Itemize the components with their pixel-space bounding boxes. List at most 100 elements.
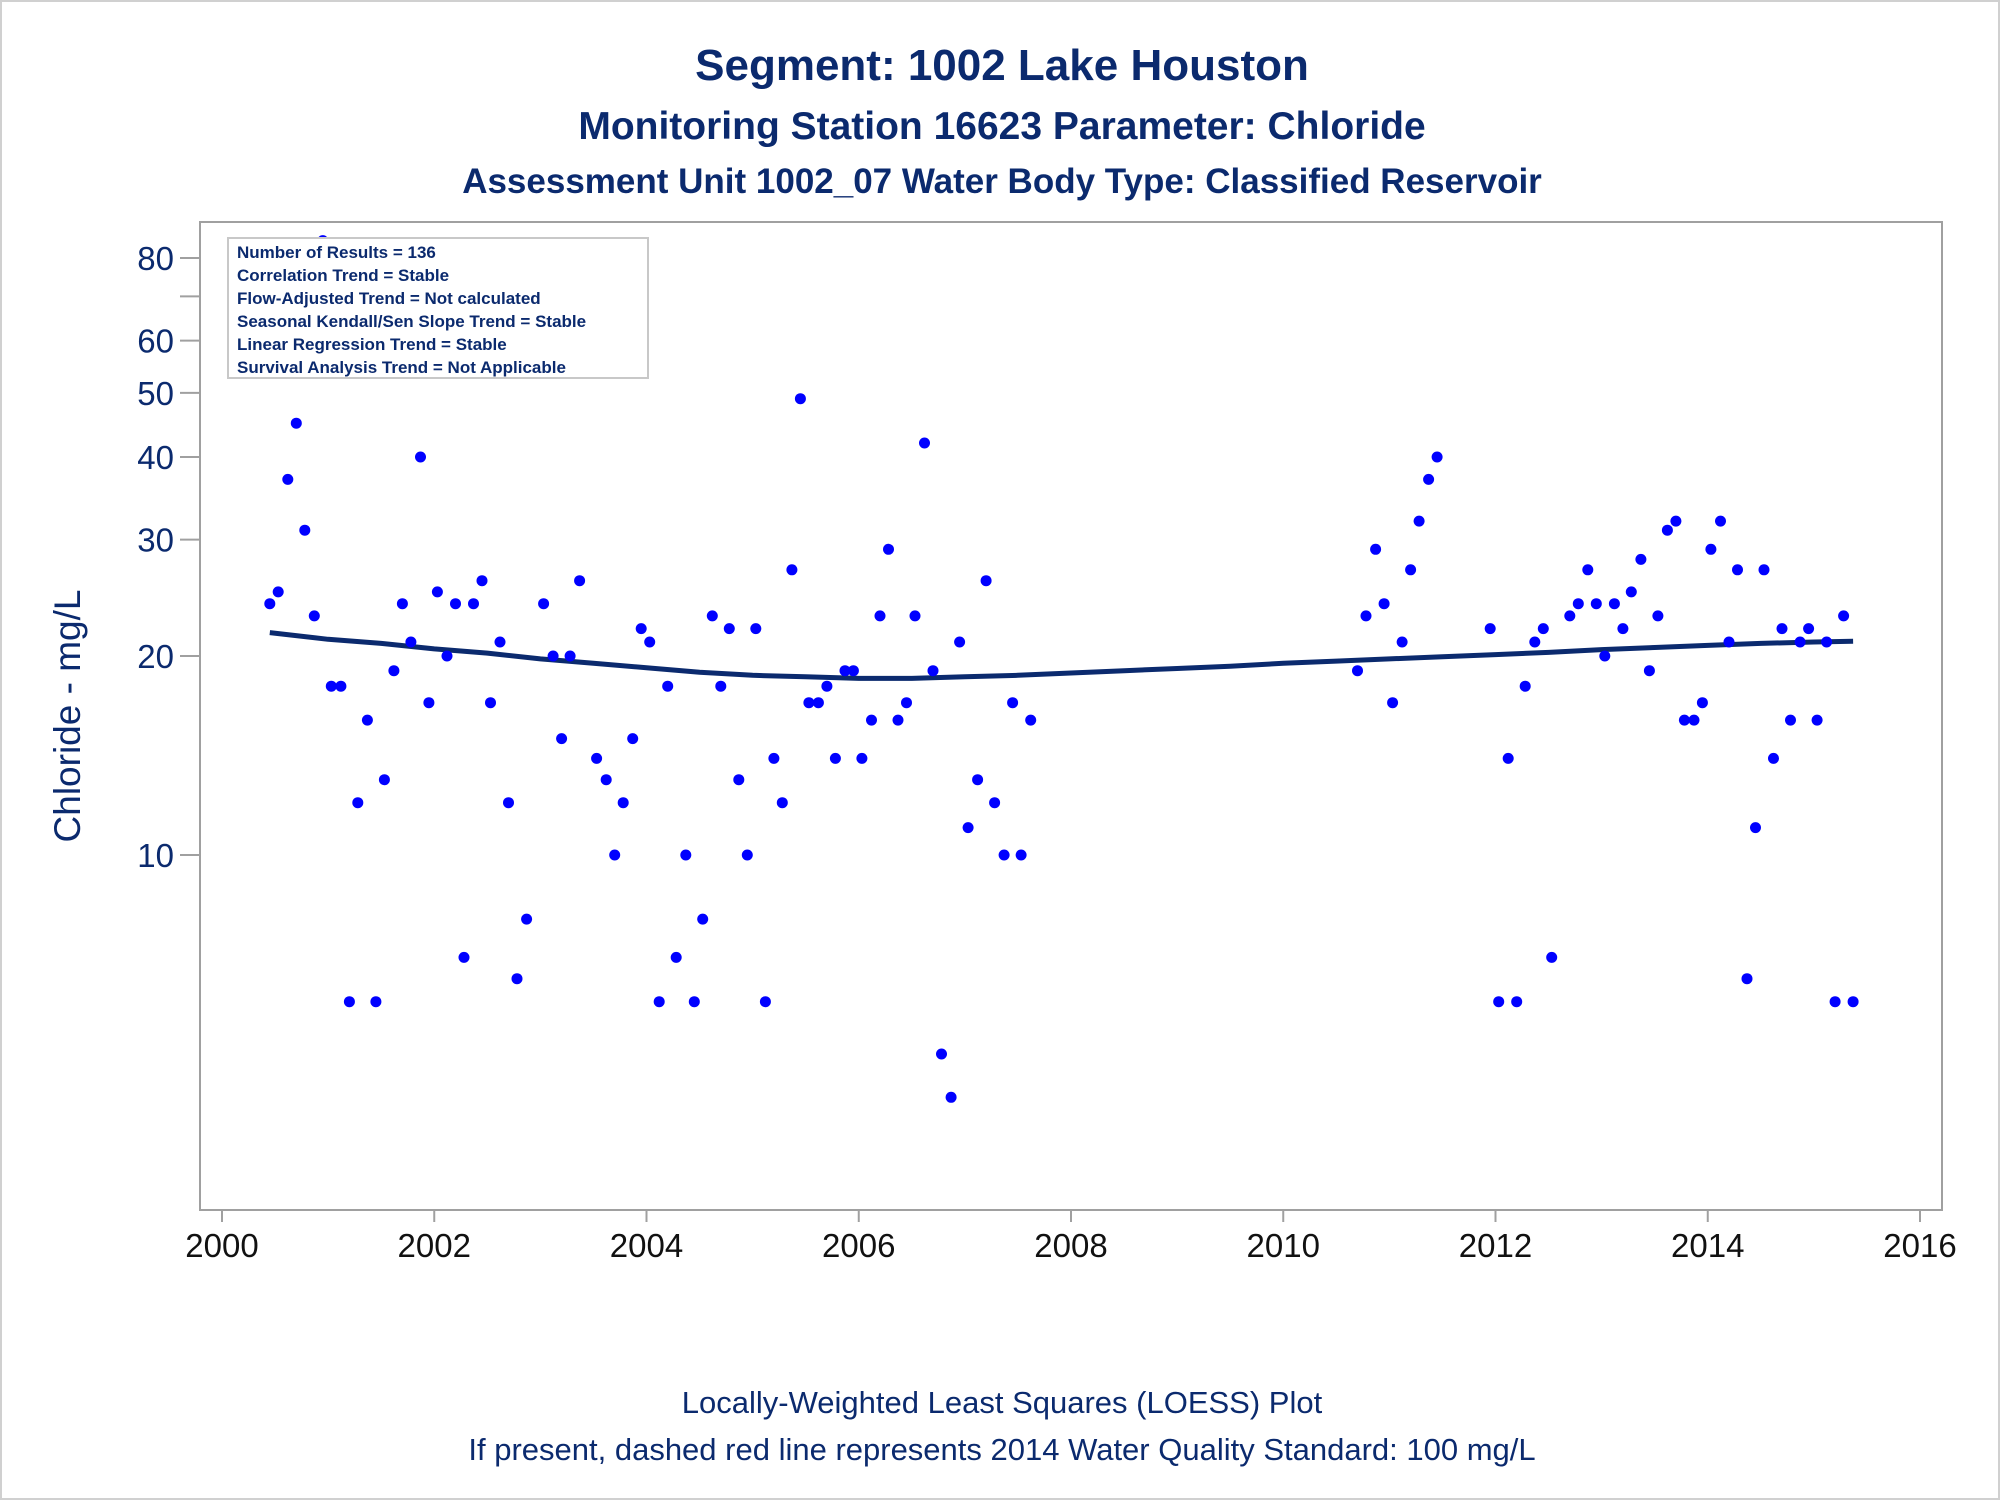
data-point [812,697,824,709]
data-point [361,714,373,726]
data-point [768,752,780,764]
data-point [617,797,629,809]
data-point [697,913,709,925]
data-point [485,697,496,709]
data-point [733,774,745,786]
data-point [1617,623,1629,635]
data-point [1741,973,1753,985]
data-point [1758,564,1770,576]
x-tick-label: 2000 [185,1227,258,1264]
x-tick-label: 2012 [1459,1227,1532,1264]
data-point [1794,636,1806,648]
data-point [609,849,621,861]
y-tick-label: 60 [137,323,174,360]
data-point [962,822,974,834]
data-point [883,543,894,555]
data-point [1502,752,1514,764]
data-points-layer [264,235,1859,1103]
chart-subtitle-2: Assessment Unit 1002_07 Water Body Type:… [462,162,1542,201]
stats-box-border [227,237,649,379]
loess-trend-line [269,630,1854,681]
data-point [1360,610,1372,622]
data-point [1625,586,1637,598]
data-point [892,714,904,726]
x-tick-label: 2002 [398,1227,471,1264]
data-point [1670,515,1682,527]
data-point [538,598,550,610]
x-tick-label: 2010 [1247,1227,1320,1264]
data-point [290,417,302,429]
data-point [653,996,665,1008]
data-point [644,636,656,648]
data-point [980,575,992,587]
data-point [564,650,576,662]
data-point [1715,515,1726,527]
y-axis: 10 20 30 40 50 60 80 [137,240,200,874]
x-axis: 2000 2002 2004 2006 2008 2010 2012 2014 2016 [185,1210,1957,1264]
data-point [282,473,294,485]
data-point [591,752,603,764]
data-point [343,996,355,1008]
stats-line: Correlation Trend = Stable [237,266,449,285]
data-point [1608,598,1620,610]
data-point [786,564,798,576]
data-point [1678,714,1690,726]
data-point [1493,996,1505,1008]
data-point [803,697,815,709]
data-point [1519,680,1531,692]
data-point [423,697,435,709]
data-point [1838,610,1850,622]
data-point [1423,473,1435,485]
data-point [1484,623,1496,635]
data-point [866,714,877,726]
data-point [1776,623,1788,635]
data-point [1688,714,1700,726]
y-tick-label: 50 [137,375,174,412]
data-point [1387,697,1399,709]
data-point [1370,543,1382,555]
data-point [574,575,586,587]
x-tick-label: 2006 [822,1227,895,1264]
data-point [635,623,647,635]
data-point [741,849,753,861]
data-point [627,733,639,745]
data-point [468,598,479,610]
data-point [378,774,390,786]
data-point [1732,564,1743,576]
data-point [1661,524,1673,536]
data-point [998,849,1010,861]
data-point [662,680,674,692]
data-point [547,650,559,662]
data-point [1750,822,1761,834]
data-point [1405,564,1417,576]
data-point [335,680,347,692]
footnote: If present, dashed red line represents 2… [468,1432,1535,1467]
data-point [441,650,453,662]
data-point [1829,996,1841,1008]
data-point [1564,610,1576,622]
data-point [1537,623,1549,635]
data-point [847,665,859,677]
y-tick-label: 10 [137,837,174,874]
data-point [901,697,912,709]
data-point [723,623,735,635]
loess-layer [269,630,1854,681]
data-point [972,774,984,786]
data-point [1696,697,1708,709]
y-tick-label: 80 [137,240,174,277]
footnote: Locally-Weighted Least Squares (LOESS) P… [682,1385,1323,1420]
data-point [936,1048,947,1060]
data-point [1785,714,1796,726]
x-tick-label: 2008 [1034,1227,1107,1264]
data-point [794,393,806,405]
data-point [1582,564,1594,576]
data-point [264,598,276,610]
data-point [874,610,886,622]
data-point [1768,752,1779,764]
data-point [325,680,337,692]
data-point [299,524,311,536]
stats-line: Flow-Adjusted Trend = Not calculated [237,289,541,308]
data-point [706,610,718,622]
data-point [1643,665,1655,677]
data-point [352,797,364,809]
